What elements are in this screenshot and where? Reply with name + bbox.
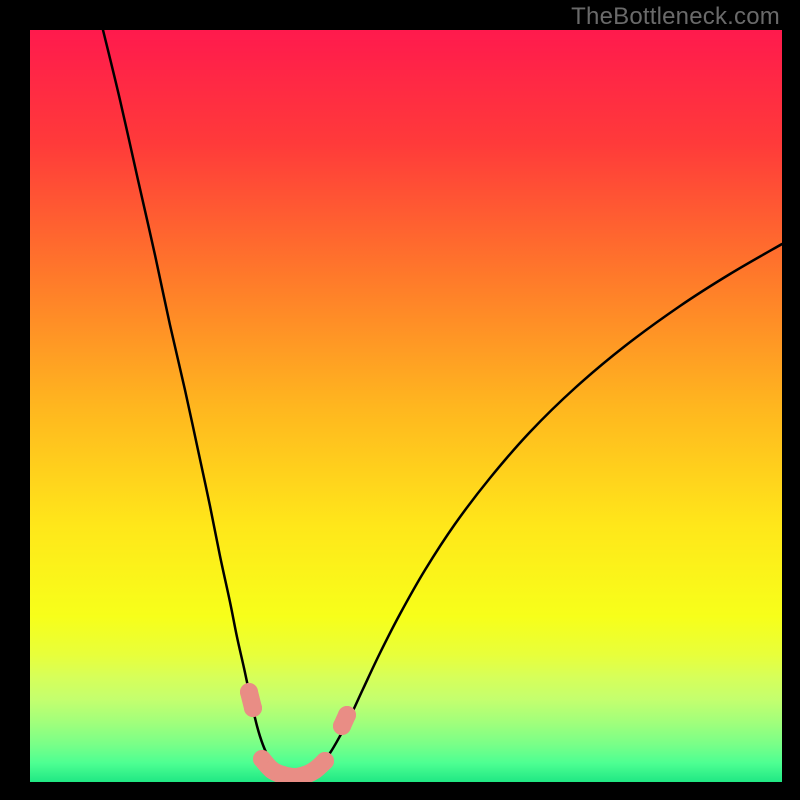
chart-plot-area: [30, 30, 782, 782]
marker-left-pair-dot: [240, 683, 258, 701]
marker-right-pair-dot: [338, 706, 356, 724]
marker-trough-dot: [316, 752, 334, 770]
marker-left-pair-dot: [244, 699, 262, 717]
watermark-text: TheBottleneck.com: [571, 3, 780, 31]
gradient-background: [30, 30, 782, 782]
chart-svg: [30, 30, 782, 782]
